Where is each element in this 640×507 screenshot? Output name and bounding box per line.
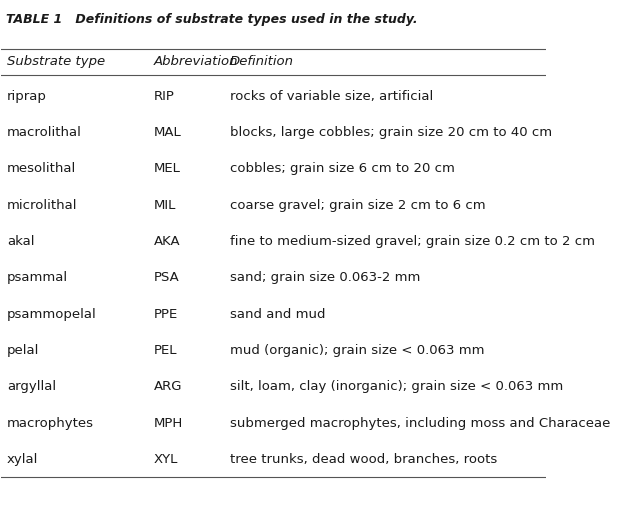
Text: MAL: MAL [154,126,182,139]
Text: MPH: MPH [154,417,183,429]
Text: pelal: pelal [7,344,39,357]
Text: Substrate type: Substrate type [7,55,105,68]
Text: rocks of variable size, artificial: rocks of variable size, artificial [230,90,433,103]
Text: fine to medium-sized gravel; grain size 0.2 cm to 2 cm: fine to medium-sized gravel; grain size … [230,235,595,248]
Text: AKA: AKA [154,235,180,248]
Text: psammal: psammal [7,271,68,284]
Text: tree trunks, dead wood, branches, roots: tree trunks, dead wood, branches, roots [230,453,497,466]
Text: PEL: PEL [154,344,177,357]
Text: xylal: xylal [7,453,38,466]
Text: sand and mud: sand and mud [230,308,326,320]
Text: silt, loam, clay (inorganic); grain size < 0.063 mm: silt, loam, clay (inorganic); grain size… [230,380,563,393]
Text: PSA: PSA [154,271,180,284]
Text: RIP: RIP [154,90,175,103]
Text: riprap: riprap [7,90,47,103]
Text: coarse gravel; grain size 2 cm to 6 cm: coarse gravel; grain size 2 cm to 6 cm [230,199,486,212]
Text: psammopelal: psammopelal [7,308,97,320]
Text: blocks, large cobbles; grain size 20 cm to 40 cm: blocks, large cobbles; grain size 20 cm … [230,126,552,139]
Text: Definition: Definition [230,55,294,68]
Text: mud (organic); grain size < 0.063 mm: mud (organic); grain size < 0.063 mm [230,344,484,357]
Text: sand; grain size 0.063-2 mm: sand; grain size 0.063-2 mm [230,271,420,284]
Text: submerged macrophytes, including moss and Characeae: submerged macrophytes, including moss an… [230,417,611,429]
Text: macrolithal: macrolithal [7,126,82,139]
Text: TABLE 1   Definitions of substrate types used in the study.: TABLE 1 Definitions of substrate types u… [6,13,418,26]
Text: microlithal: microlithal [7,199,77,212]
Text: argyllal: argyllal [7,380,56,393]
Text: MEL: MEL [154,162,180,175]
Text: ARG: ARG [154,380,182,393]
Text: MIL: MIL [154,199,176,212]
Text: mesolithal: mesolithal [7,162,76,175]
Text: akal: akal [7,235,35,248]
Text: Abbreviation: Abbreviation [154,55,238,68]
Text: macrophytes: macrophytes [7,417,94,429]
Text: PPE: PPE [154,308,178,320]
Text: cobbles; grain size 6 cm to 20 cm: cobbles; grain size 6 cm to 20 cm [230,162,455,175]
Text: XYL: XYL [154,453,178,466]
